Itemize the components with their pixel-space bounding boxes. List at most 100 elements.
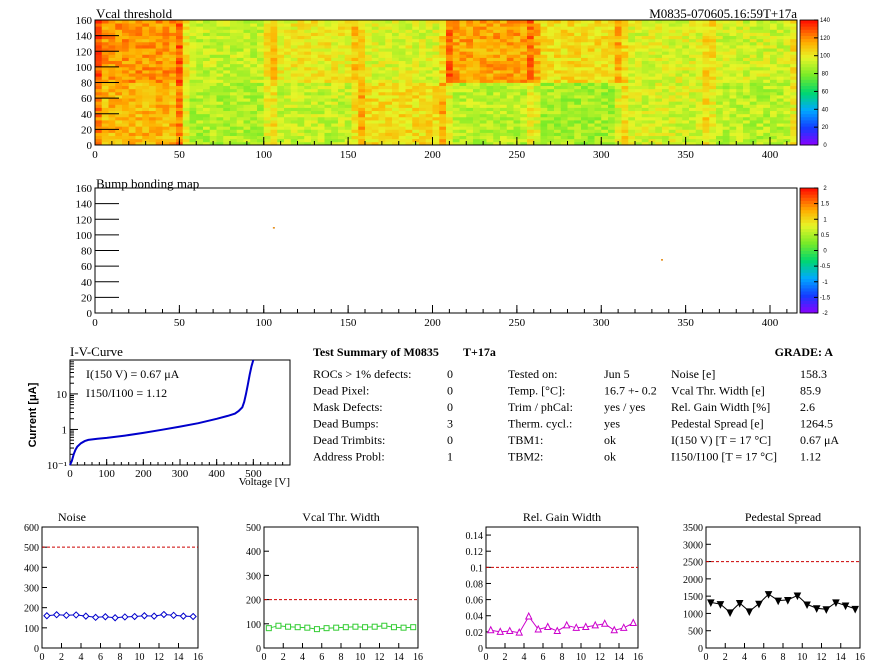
- heatmap-cell: [729, 54, 737, 58]
- heatmap-cell: [378, 113, 386, 118]
- heatmap-cell: [162, 132, 170, 137]
- heatmap-cell: [290, 138, 298, 143]
- heatmap-cell: [432, 51, 440, 55]
- heatmap-cell: [182, 120, 190, 124]
- heatmap-cell: [189, 116, 197, 121]
- heatmap-cell: [338, 29, 346, 33]
- heatmap-cell: [452, 32, 460, 37]
- heatmap-cell: [155, 35, 163, 40]
- heatmap-cell: [358, 135, 366, 140]
- heatmap-cell: [344, 120, 352, 124]
- heatmap-cell: [479, 85, 487, 90]
- heatmap-cell: [169, 135, 177, 140]
- heatmap-cell: [419, 76, 427, 80]
- heatmap-cell: [405, 120, 413, 124]
- heatmap-cell: [311, 82, 319, 87]
- colorbar-cell: [800, 23, 818, 27]
- heatmap-cell: [702, 38, 710, 43]
- heatmap-cell: [540, 123, 548, 127]
- heatmap-cell: [128, 26, 136, 30]
- heatmap-cell: [554, 45, 562, 49]
- heatmap-cell: [736, 70, 744, 74]
- heatmap-cell: [324, 95, 332, 99]
- heatmap-cell: [709, 23, 717, 27]
- heatmap-cell: [101, 35, 109, 40]
- heatmap-cell: [675, 45, 683, 49]
- heatmap-cell: [594, 120, 602, 124]
- colorbar-cell: [800, 35, 818, 40]
- heatmap-cell: [601, 91, 609, 96]
- heatmap-cell: [378, 123, 386, 127]
- heatmap-cell: [668, 41, 676, 46]
- heatmap-cell: [405, 51, 413, 55]
- colorbar-tick-label: 40: [822, 107, 829, 113]
- heatmap-cell: [689, 116, 697, 121]
- heatmap-cell: [378, 20, 386, 24]
- pedestal_spread-title: Pedestal Spread: [745, 510, 821, 524]
- heatmap-cell: [790, 91, 798, 96]
- heatmap-cell: [284, 135, 292, 140]
- heatmap-cell: [459, 26, 467, 30]
- heatmap-cell: [567, 66, 575, 71]
- heatmap-cell: [587, 110, 595, 115]
- heatmap-cell: [142, 79, 150, 83]
- heatmap-cell: [689, 57, 697, 62]
- heatmap-cell: [574, 95, 582, 99]
- heatmap-cell: [695, 129, 703, 133]
- heatmap-cell: [344, 129, 352, 133]
- heatmap-cell: [439, 41, 447, 46]
- heatmap-cell: [155, 41, 163, 46]
- heatmap-cell: [709, 51, 717, 55]
- heatmap-cell: [459, 126, 467, 130]
- heatmap-cell: [324, 138, 332, 143]
- heatmap-cell: [108, 98, 116, 102]
- heatmap-cell: [608, 70, 616, 74]
- heatmap-cell: [162, 38, 170, 43]
- heatmap-cell: [513, 23, 521, 27]
- heatmap-cell: [351, 66, 359, 71]
- heatmap-cell: [189, 91, 197, 96]
- heatmap-cell: [466, 123, 474, 127]
- colorbar-cell: [800, 209, 818, 214]
- heatmap-cell: [304, 85, 312, 90]
- heatmap-cell: [398, 98, 406, 102]
- heatmap-cell: [263, 110, 271, 115]
- heatmap-cell: [392, 45, 400, 49]
- heatmap-cell: [338, 41, 346, 46]
- heatmap-cell: [317, 113, 325, 118]
- heatmap-cell: [763, 60, 771, 65]
- heatmap-cell: [122, 132, 130, 137]
- heatmap-cell: [567, 82, 575, 87]
- x-tick-label: 2: [503, 652, 508, 663]
- heatmap-cell: [689, 76, 697, 80]
- heatmap-cell: [331, 26, 339, 30]
- heatmap-cell: [189, 76, 197, 80]
- heatmap-cell: [344, 73, 352, 77]
- heatmap-cell: [270, 138, 278, 143]
- x-tick-label: 6: [319, 652, 324, 663]
- heatmap-cell: [385, 138, 393, 143]
- heatmap-cell: [716, 45, 724, 49]
- heatmap-cell: [135, 73, 143, 77]
- heatmap-cell: [641, 57, 649, 62]
- heatmap-cell: [520, 91, 528, 96]
- heatmap-cell: [493, 73, 501, 77]
- heatmap-cell: [554, 104, 562, 108]
- heatmap-cell: [709, 135, 717, 140]
- heatmap-cell: [567, 73, 575, 77]
- heatmap-cell: [230, 110, 238, 115]
- heatmap-cell: [155, 48, 163, 52]
- heatmap-cell: [371, 26, 379, 30]
- heatmap-cell: [479, 60, 487, 65]
- heatmap-cell: [304, 35, 312, 40]
- heatmap-cell: [675, 104, 683, 108]
- heatmap-cell: [689, 98, 697, 102]
- data-point: [515, 628, 524, 636]
- heatmap-cell: [290, 91, 298, 96]
- heatmap-cell: [540, 101, 548, 105]
- heatmap-cell: [398, 113, 406, 118]
- heatmap-cell: [324, 20, 332, 24]
- heatmap-cell: [236, 66, 244, 71]
- heatmap-cell: [587, 54, 595, 58]
